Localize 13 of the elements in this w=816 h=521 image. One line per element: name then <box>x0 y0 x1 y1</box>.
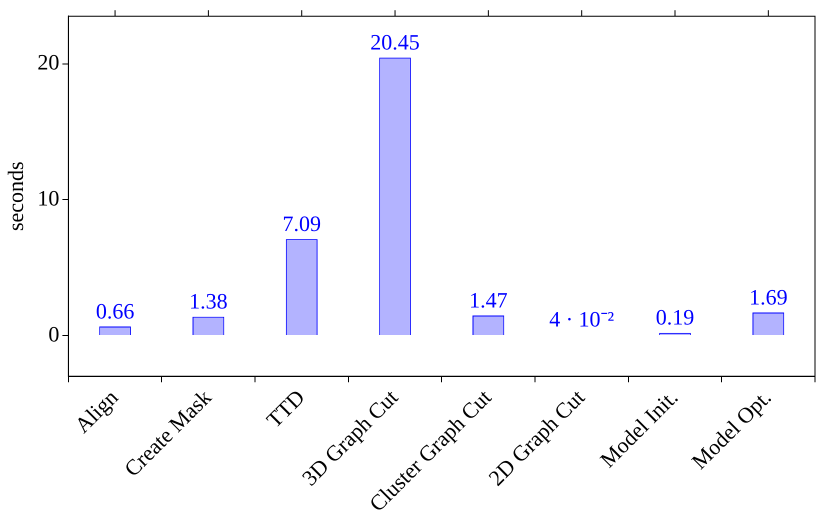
y-tick-label: 0 <box>48 321 60 346</box>
y-tick-label: 10 <box>37 185 60 210</box>
data-label: 0.66 <box>96 298 134 324</box>
data-label: 20.45 <box>370 29 420 54</box>
data-label: 7.09 <box>282 210 321 236</box>
x-tick-label: TTD <box>261 384 310 432</box>
y-tick-label: 20 <box>37 50 60 75</box>
data-label: 1.38 <box>189 288 228 314</box>
data-label: 1.47 <box>469 287 508 312</box>
data-label: 0.19 <box>656 304 694 330</box>
data-label: 4 · 10⁻² <box>549 306 615 332</box>
data-label: 1.69 <box>749 284 788 310</box>
y-axis-title: seconds <box>2 161 28 232</box>
